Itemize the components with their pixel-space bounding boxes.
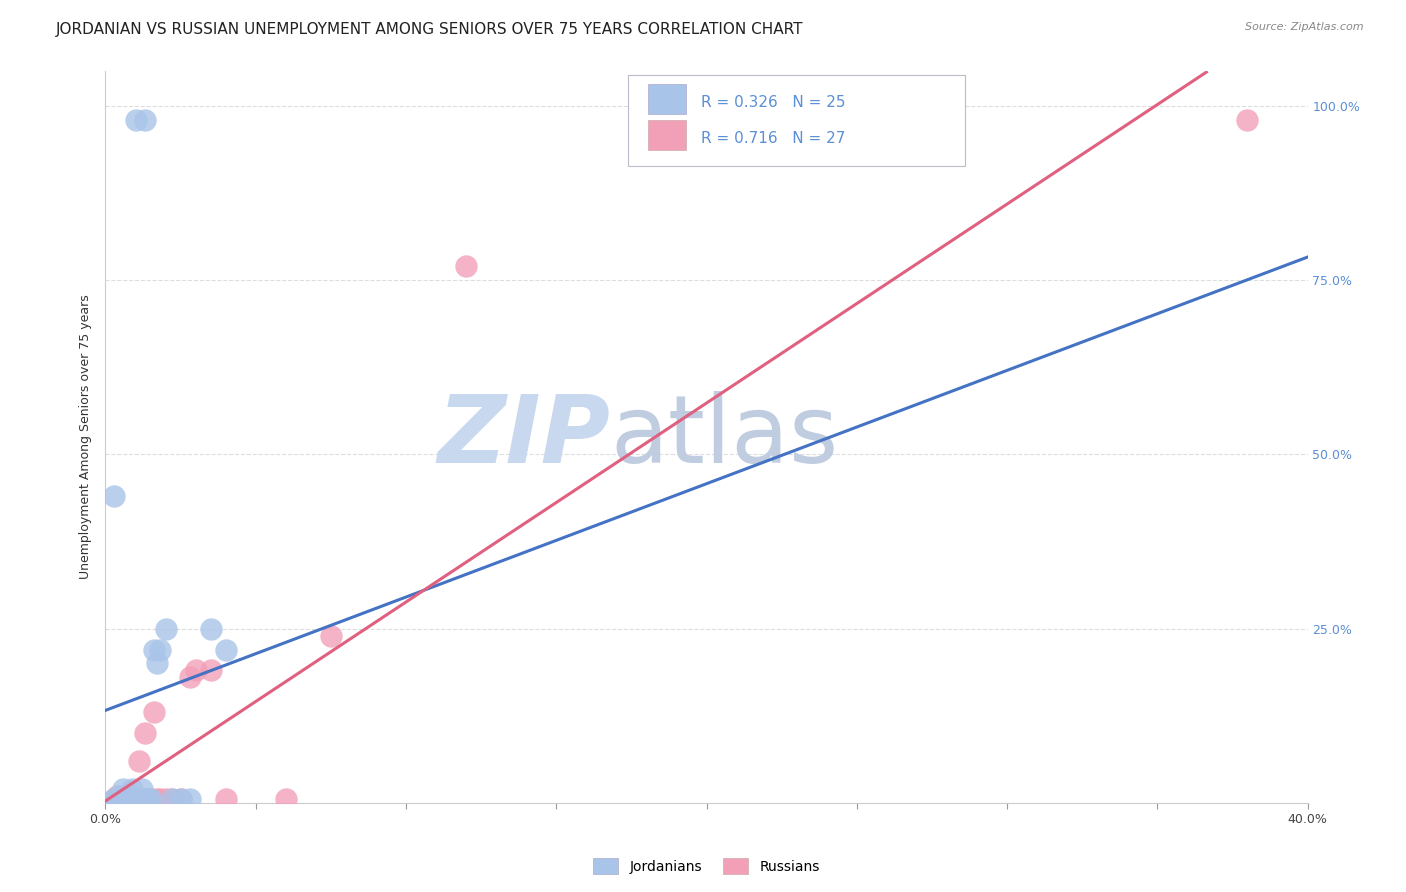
Point (142, 642, 165, 657)
Point (131, 781, 153, 796)
Point (160, 792, 183, 806)
Text: atlas: atlas (610, 391, 838, 483)
FancyBboxPatch shape (648, 120, 686, 151)
Point (148, 792, 170, 806)
Point (179, 670, 201, 684)
Point (103, 489, 125, 503)
Point (136, 792, 159, 806)
Point (110, 792, 132, 806)
Text: R = 0.716   N = 27: R = 0.716 N = 27 (700, 131, 845, 146)
Point (107, 789, 129, 803)
Text: R = 0.326   N = 25: R = 0.326 N = 25 (700, 95, 845, 111)
Point (103, 792, 125, 806)
Point (110, 789, 132, 803)
Point (134, 792, 156, 806)
Point (145, 657, 167, 671)
Point (145, 792, 167, 806)
Point (115, 792, 138, 806)
Point (155, 792, 177, 806)
Point (169, 792, 191, 806)
Point (115, 792, 138, 806)
Point (112, 781, 135, 796)
Point (128, 754, 150, 768)
Point (148, 642, 170, 657)
Point (112, 792, 135, 806)
Point (110, 792, 132, 806)
Point (121, 781, 143, 796)
Text: Source: ZipAtlas.com: Source: ZipAtlas.com (1246, 22, 1364, 32)
Legend: Jordanians, Russians: Jordanians, Russians (588, 853, 825, 880)
Point (274, 792, 297, 806)
Point (103, 792, 125, 806)
Point (103, 792, 125, 806)
Point (214, 642, 236, 657)
Text: JORDANIAN VS RUSSIAN UNEMPLOYMENT AMONG SENIORS OVER 75 YEARS CORRELATION CHART: JORDANIAN VS RUSSIAN UNEMPLOYMENT AMONG … (56, 22, 804, 37)
Point (118, 792, 141, 806)
Point (160, 792, 183, 806)
Y-axis label: Unemployment Among Seniors over 75 years: Unemployment Among Seniors over 75 years (79, 294, 93, 580)
Point (131, 792, 153, 806)
Point (134, 113, 156, 128)
Point (142, 705, 165, 719)
Point (179, 792, 201, 806)
Point (110, 792, 132, 806)
Point (139, 792, 162, 806)
Point (319, 629, 342, 643)
Point (155, 622, 177, 636)
FancyBboxPatch shape (648, 84, 686, 114)
Point (169, 792, 191, 806)
Point (121, 792, 143, 806)
Point (134, 726, 156, 740)
Point (124, 113, 146, 128)
Point (200, 622, 222, 636)
Point (124, 792, 146, 806)
Point (200, 664, 222, 678)
Point (139, 792, 162, 806)
Point (454, 260, 477, 274)
Point (184, 664, 207, 678)
FancyBboxPatch shape (628, 75, 965, 167)
Text: ZIP: ZIP (437, 391, 610, 483)
Point (214, 792, 236, 806)
Point (136, 792, 159, 806)
Point (1236, 113, 1258, 128)
Point (118, 792, 141, 806)
